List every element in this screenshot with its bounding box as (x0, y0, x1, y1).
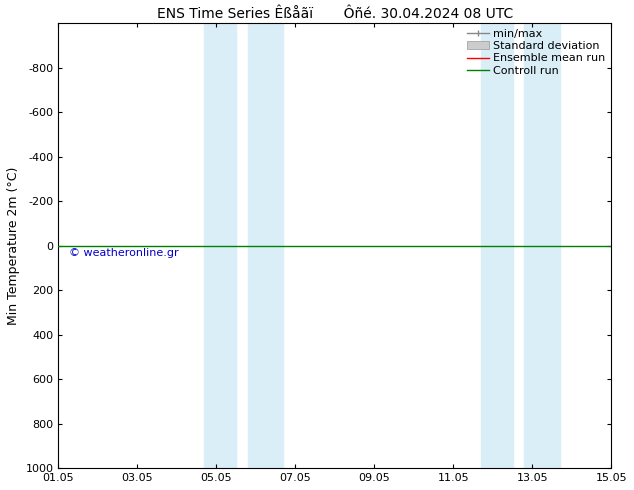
Bar (205, 24, 236, 468)
Bar (481, 24, 512, 468)
Legend: min/max, Standard deviation, Ensemble mean run, Controll run: min/max, Standard deviation, Ensemble me… (465, 27, 608, 78)
Text: © weatheronline.gr: © weatheronline.gr (69, 248, 179, 258)
Y-axis label: Min Temperature 2m (°C): Min Temperature 2m (°C) (7, 167, 20, 325)
Bar (248, 24, 283, 468)
Title: ENS Time Series Êßåãï       Ôñé. 30.04.2024 08 UTC: ENS Time Series Êßåãï Ôñé. 30.04.2024 08… (157, 7, 513, 21)
Bar (524, 24, 560, 468)
